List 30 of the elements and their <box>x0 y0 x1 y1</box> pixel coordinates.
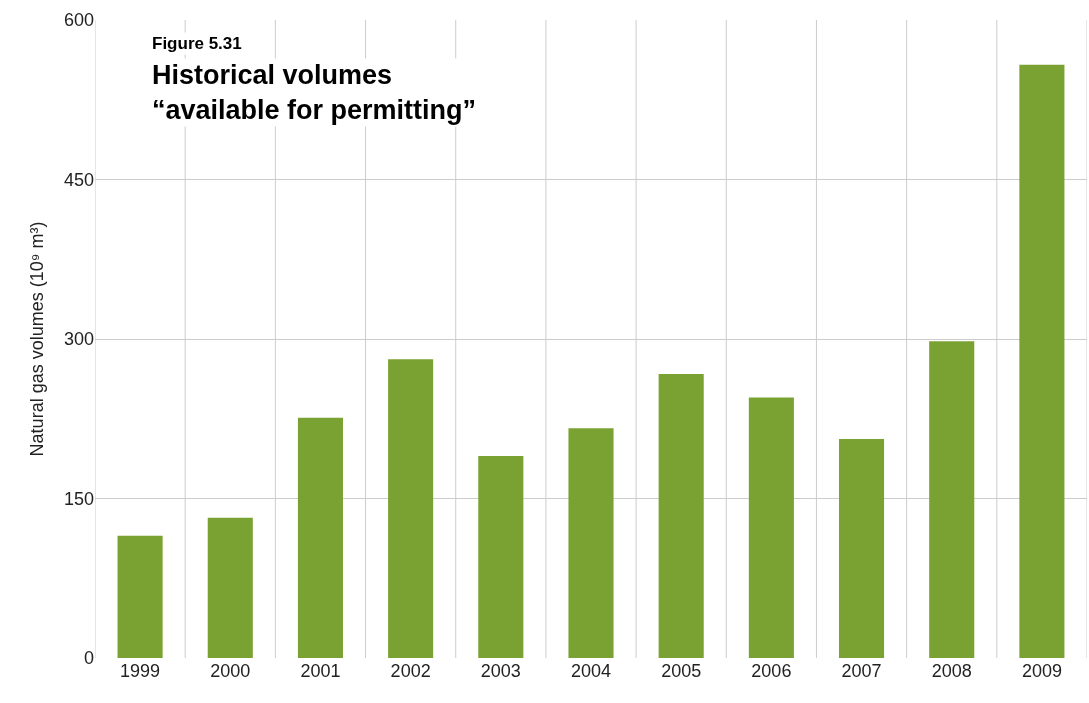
x-tick-label: 2004 <box>570 661 612 681</box>
x-tick-label: 2003 <box>480 661 521 681</box>
x-tick-label: 2007 <box>841 661 882 681</box>
bar <box>478 455 524 658</box>
bar <box>388 359 434 658</box>
x-tick-label: 2002 <box>390 661 431 681</box>
x-tick-label: 2008 <box>931 661 972 681</box>
text: Historical volumes “available for permitting” <box>152 60 477 126</box>
bar <box>297 417 343 658</box>
text: Figure 5.31 <box>152 34 242 53</box>
x-tick-label: 2009 <box>1021 661 1062 681</box>
x-tick-label: 2006 <box>751 661 792 681</box>
bar <box>929 341 975 658</box>
bar <box>207 517 253 658</box>
y-tick-label: 300 <box>63 329 94 350</box>
x-tick-label: 1999 <box>120 661 161 681</box>
bar <box>568 428 614 658</box>
x-tick-label: 2001 <box>300 661 341 681</box>
bar <box>1019 64 1065 658</box>
bar <box>839 438 885 658</box>
bar <box>748 397 794 658</box>
bar <box>117 535 163 658</box>
y-axis-title: Natural gas volumes (10⁹ m³) <box>27 221 48 457</box>
x-tick-label: 2000 <box>210 661 251 681</box>
y-tick-label: 600 <box>63 10 94 31</box>
y-tick-label: 150 <box>63 488 94 509</box>
y-tick-label: 450 <box>63 169 94 190</box>
x-tick-label: 2005 <box>661 661 702 681</box>
bar <box>658 374 704 658</box>
y-tick-label: 0 <box>83 648 94 669</box>
